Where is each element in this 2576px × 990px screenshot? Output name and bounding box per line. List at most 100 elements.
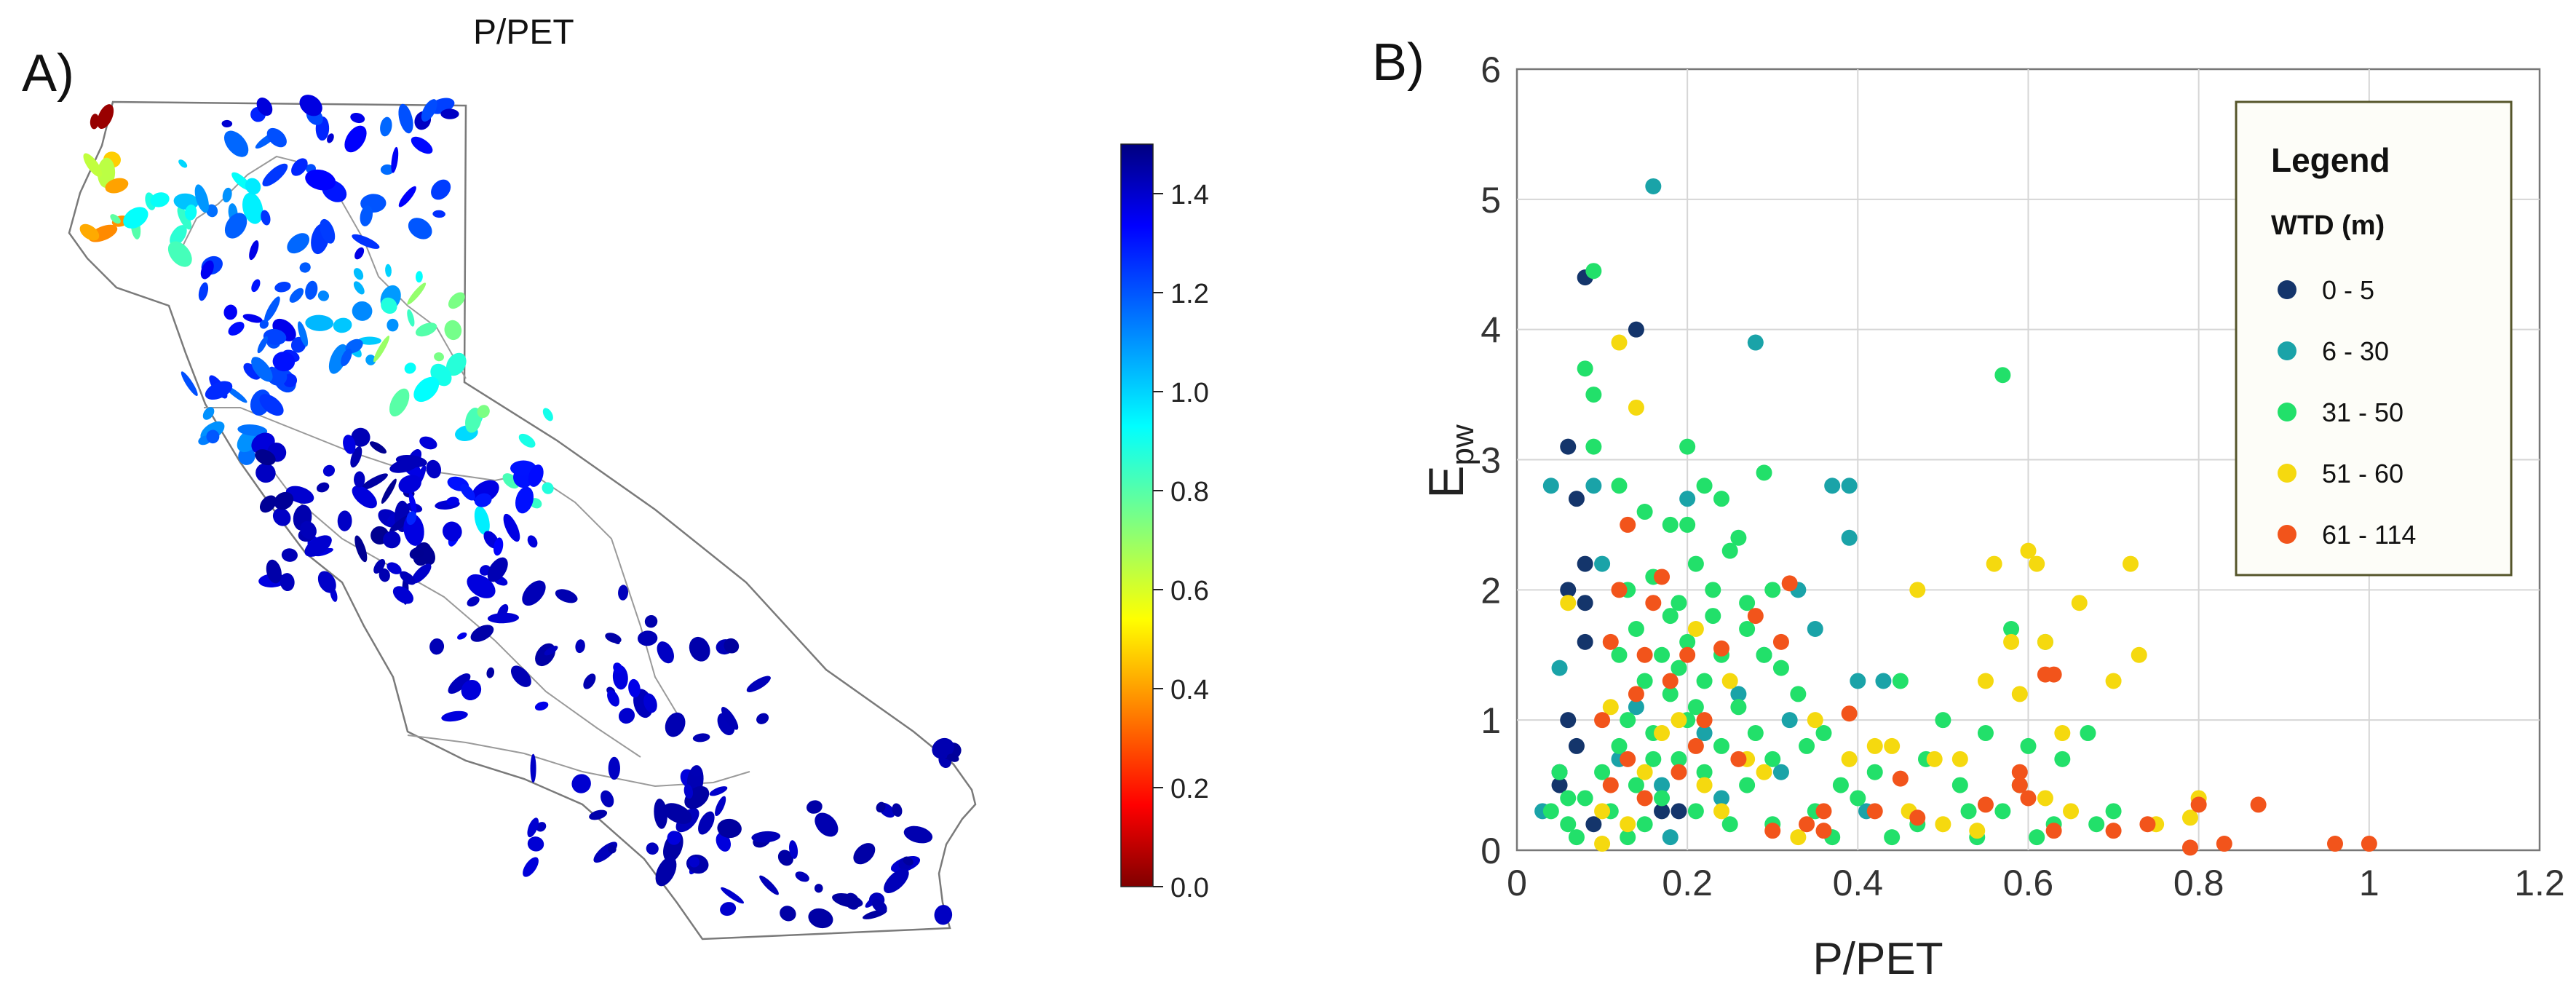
watershed-patch: [400, 571, 416, 585]
data-point: [2011, 686, 2028, 702]
watershed-patch: [692, 733, 710, 742]
data-point: [1866, 803, 1883, 820]
data-point: [1790, 829, 1807, 846]
data-point: [1585, 438, 1602, 455]
x-tick-label: 0.8: [2173, 863, 2224, 903]
data-point: [1687, 555, 1704, 572]
watershed-patch: [398, 475, 421, 494]
watershed-patch: [756, 713, 769, 724]
watershed-patch: [724, 638, 740, 654]
watershed-patch: [263, 328, 287, 345]
data-point: [1560, 816, 1577, 833]
data-point: [1671, 712, 1687, 729]
watershed-patch: [465, 408, 482, 433]
data-point: [1764, 823, 1781, 839]
data-point: [2037, 790, 2053, 807]
watershed-patch: [264, 296, 280, 322]
data-point: [1739, 777, 1756, 793]
data-point: [1705, 582, 1721, 598]
watershed-patch: [814, 884, 823, 893]
watershed-patch: [487, 612, 520, 624]
watershed-patch: [381, 297, 397, 314]
watershed-patch: [255, 463, 276, 483]
watershed-patch: [385, 264, 392, 277]
watershed-patch: [657, 641, 674, 664]
colorbar-tick-label: 0.4: [1170, 675, 1209, 705]
watershed-patch: [691, 766, 702, 777]
data-point: [2011, 777, 2028, 793]
watershed-patch: [257, 336, 268, 354]
data-point: [1654, 790, 1671, 807]
panel-a-map: A) P/PET: [22, 13, 977, 940]
data-point: [1994, 367, 2011, 384]
data-point: [1679, 516, 1696, 533]
data-point: [1935, 712, 1951, 729]
watershed-patch: [780, 906, 796, 922]
data-point: [2123, 555, 2139, 572]
data-point: [2003, 620, 2020, 637]
data-point: [1764, 751, 1781, 767]
watershed-patch: [354, 247, 365, 260]
watershed-patch: [528, 464, 544, 487]
watershed-patch: [746, 676, 771, 692]
watershed-patch: [689, 636, 710, 662]
data-point: [1756, 464, 1772, 481]
watershed-patch: [503, 513, 520, 542]
watershed-patch: [317, 571, 336, 593]
watershed-patch: [663, 803, 692, 824]
data-point: [1730, 686, 1747, 702]
watershed-patch: [266, 559, 282, 584]
data-point: [2029, 829, 2045, 846]
watershed-patch: [322, 464, 336, 477]
data-point: [1841, 705, 1858, 722]
data-point: [1662, 686, 1679, 702]
data-point: [1636, 790, 1653, 807]
data-point: [1679, 491, 1696, 507]
data-point: [2045, 666, 2062, 683]
data-point: [2029, 555, 2045, 572]
watershed-patch: [398, 186, 416, 207]
legend-marker: [2278, 403, 2296, 421]
watershed-patch: [350, 113, 365, 124]
data-point: [1994, 803, 2011, 820]
data-point: [1713, 640, 1729, 657]
watershed-patch: [255, 449, 276, 466]
y-axis-label-sub: pw: [1445, 424, 1481, 465]
watershed-patch: [298, 321, 309, 346]
legend-marker: [2278, 341, 2296, 360]
watershed-patch: [97, 104, 114, 130]
watershed-patch: [413, 376, 440, 403]
data-point: [1551, 764, 1568, 780]
watershed-patch: [608, 844, 617, 854]
watershed-patch: [407, 309, 415, 327]
legend-label: 6 - 30: [2322, 336, 2389, 366]
data-point: [1679, 633, 1696, 650]
watershed-patch: [575, 639, 585, 654]
watershed-patch: [815, 812, 839, 837]
watershed-patch: [628, 678, 641, 698]
data-point: [1568, 829, 1585, 846]
watershed-patch: [808, 908, 833, 929]
watershed-patch: [510, 665, 531, 687]
watershed-patch: [333, 317, 352, 333]
data-point: [1636, 646, 1653, 663]
region-boundary-south: [407, 734, 750, 788]
watershed-patch: [460, 483, 475, 501]
watershed-patch: [360, 205, 373, 226]
watershed-patch: [305, 169, 336, 191]
data-point: [1841, 751, 1858, 767]
legend-label: 51 - 60: [2322, 459, 2403, 488]
data-point: [2327, 836, 2343, 852]
data-point: [2181, 839, 2198, 856]
data-point: [1602, 699, 1619, 716]
watershed-patch: [353, 281, 365, 295]
data-point: [1662, 516, 1679, 533]
data-point: [1628, 699, 1644, 716]
watershed-patch: [542, 408, 553, 421]
watershed-patch: [167, 241, 192, 267]
watershed-patch: [341, 348, 352, 367]
watershed-patch: [637, 630, 658, 646]
colorbar-tick-label: 0.0: [1170, 873, 1209, 903]
data-point: [1713, 790, 1729, 807]
data-point: [1671, 751, 1687, 767]
